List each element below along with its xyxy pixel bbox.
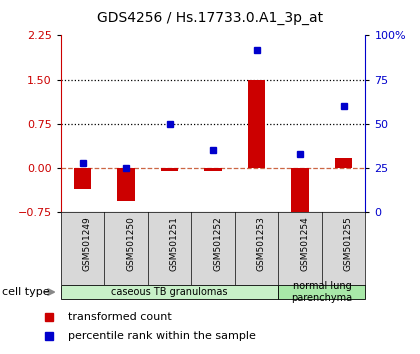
Text: percentile rank within the sample: percentile rank within the sample bbox=[68, 331, 256, 341]
Text: GSM501254: GSM501254 bbox=[300, 216, 309, 271]
Bar bbox=[61, 285, 278, 299]
Bar bbox=[118, 168, 135, 201]
Bar bbox=[74, 168, 92, 189]
Bar bbox=[278, 285, 365, 299]
Text: normal lung
parenchyma: normal lung parenchyma bbox=[291, 281, 352, 303]
Text: GSM501253: GSM501253 bbox=[257, 216, 265, 271]
Text: caseous TB granulomas: caseous TB granulomas bbox=[111, 287, 228, 297]
Bar bbox=[291, 168, 309, 217]
Text: cell type: cell type bbox=[2, 287, 50, 297]
Text: GDS4256 / Hs.17733.0.A1_3p_at: GDS4256 / Hs.17733.0.A1_3p_at bbox=[97, 11, 323, 25]
Text: GSM501255: GSM501255 bbox=[344, 216, 353, 271]
Text: GSM501249: GSM501249 bbox=[83, 216, 92, 271]
Text: GSM501250: GSM501250 bbox=[126, 216, 135, 271]
Bar bbox=[205, 168, 222, 171]
Text: GSM501251: GSM501251 bbox=[170, 216, 178, 271]
Bar bbox=[161, 168, 178, 171]
Bar bbox=[335, 158, 352, 168]
Bar bbox=[248, 80, 265, 168]
Text: transformed count: transformed count bbox=[68, 312, 172, 322]
Text: GSM501252: GSM501252 bbox=[213, 216, 222, 271]
